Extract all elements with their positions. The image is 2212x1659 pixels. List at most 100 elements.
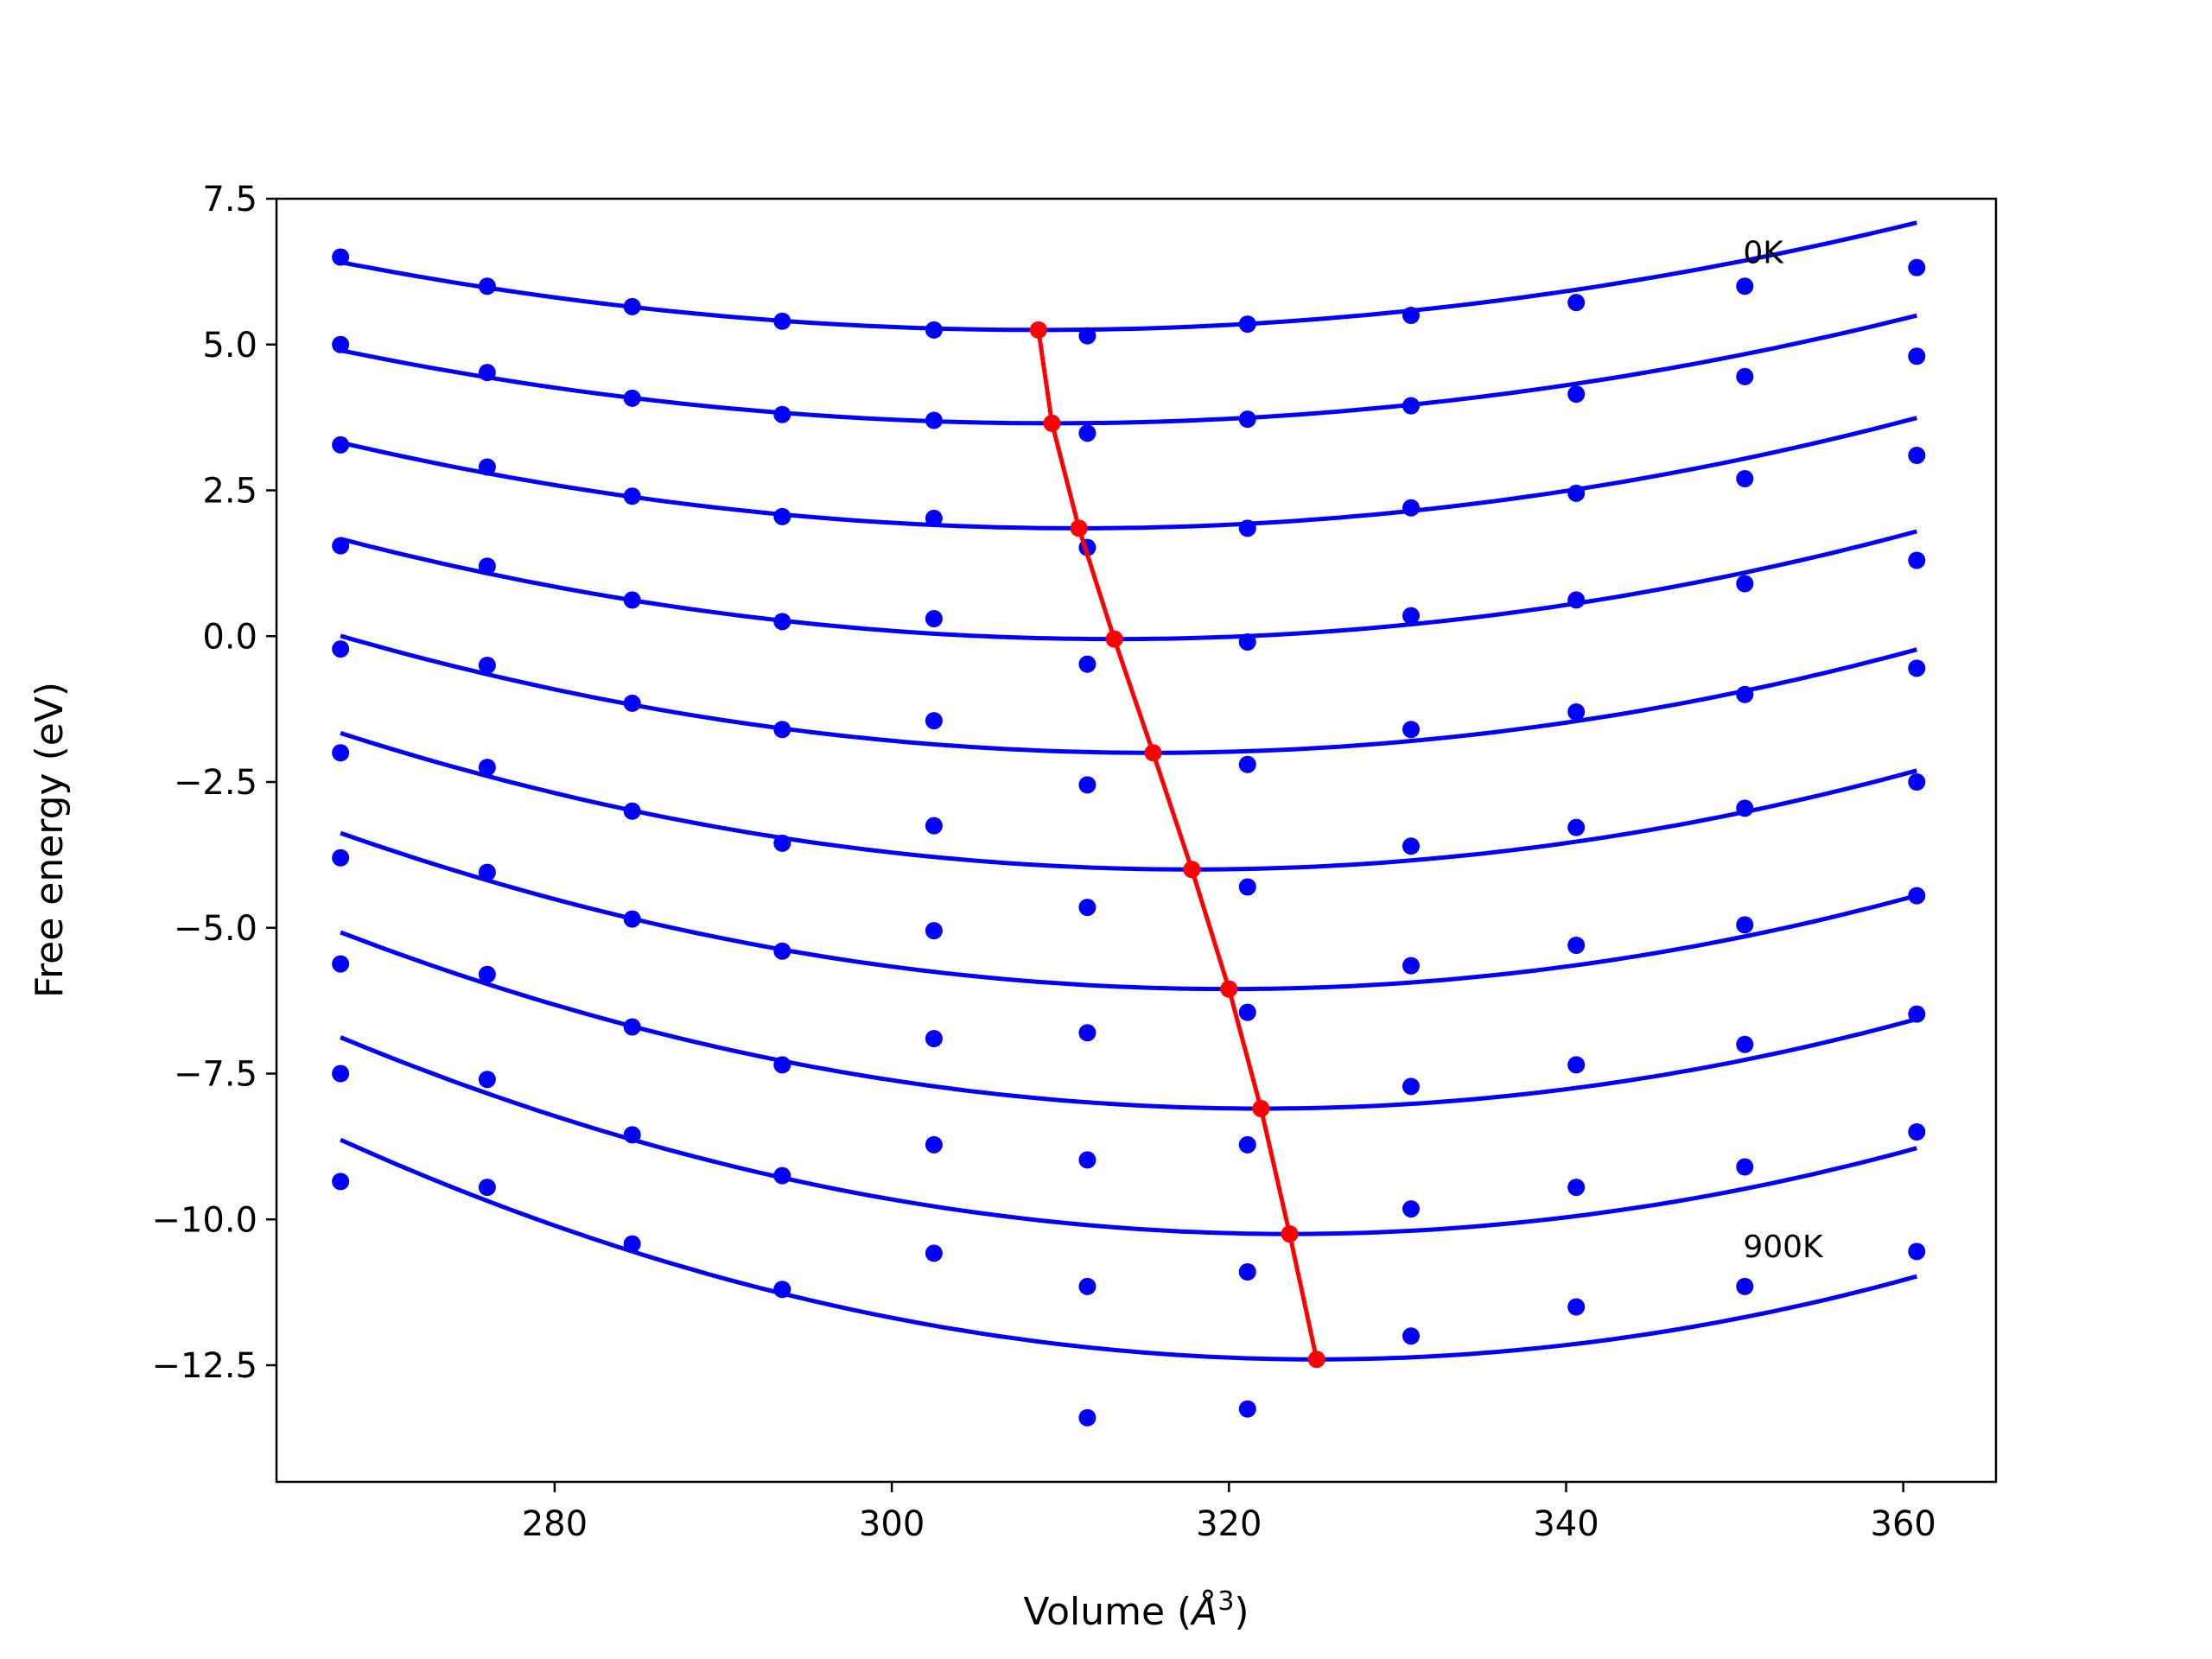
data-point [1567, 818, 1586, 836]
plot-area [276, 199, 1996, 1482]
data-point [925, 712, 943, 730]
data-point [1402, 1077, 1421, 1096]
data-point [478, 1071, 496, 1089]
data-point [925, 509, 943, 527]
data-point [1078, 1408, 1096, 1427]
fit-curve-8 [340, 1035, 1917, 1236]
data-point [773, 1166, 791, 1185]
data-point [773, 942, 791, 960]
data-point [925, 411, 943, 429]
data-point [1736, 916, 1754, 934]
y-tick-label: 2.5 [202, 472, 257, 512]
data-point [773, 613, 791, 631]
data-point [1567, 484, 1586, 502]
fit-curve-0 [340, 220, 1917, 333]
data-point [1238, 1400, 1256, 1418]
data-point [1567, 937, 1586, 954]
data-point [332, 1173, 350, 1191]
minimum-point [1029, 321, 1047, 339]
data-point [1908, 551, 1926, 569]
data-point [1402, 307, 1421, 324]
data-point [1402, 837, 1421, 855]
data-point [1567, 1298, 1586, 1316]
data-point [1736, 367, 1754, 385]
data-point [1736, 277, 1754, 296]
data-point [773, 405, 791, 423]
y-tick-label: −10.0 [151, 1200, 257, 1240]
data-point [1402, 957, 1421, 975]
data-point [478, 759, 496, 777]
data-point [332, 335, 350, 353]
data-point [1402, 499, 1421, 517]
data-point [1078, 655, 1096, 673]
data-point [1078, 899, 1096, 917]
x-tick-label: 280 [522, 1504, 588, 1544]
data-point [623, 910, 641, 928]
y-tick-label: −12.5 [151, 1346, 257, 1386]
fit-curve-1 [340, 313, 1917, 426]
data-point [1736, 799, 1754, 817]
data-point [1238, 878, 1256, 896]
data-point [623, 389, 641, 407]
data-point [1078, 776, 1096, 794]
temperature-annotation: 900K [1743, 1230, 1824, 1265]
data-point [623, 297, 641, 315]
data-point [1908, 1005, 1926, 1023]
data-point [332, 537, 350, 555]
data-point [1908, 887, 1926, 905]
data-point [332, 435, 350, 454]
minimum-point [1281, 1225, 1299, 1243]
data-point [1078, 1277, 1096, 1295]
data-point [1736, 1035, 1754, 1053]
data-point [925, 1030, 943, 1047]
data-point [1078, 424, 1096, 442]
data-point [623, 802, 641, 820]
x-tick-label: 340 [1533, 1504, 1599, 1544]
data-point [623, 1235, 641, 1253]
fit-curve-2 [340, 416, 1917, 531]
data-point [332, 248, 350, 266]
data-point [1078, 1151, 1096, 1169]
data-point [332, 955, 350, 973]
data-point [925, 817, 943, 835]
data-point [1238, 1003, 1256, 1021]
data-point [1908, 1123, 1926, 1141]
data-point [1736, 1277, 1754, 1295]
data-point [1402, 397, 1421, 415]
data-point [1736, 1158, 1754, 1176]
minimum-point [1070, 519, 1088, 537]
fit-curve-9 [340, 1137, 1917, 1362]
data-point [478, 657, 496, 674]
data-point [478, 965, 496, 983]
data-point [623, 1126, 641, 1144]
data-point [1238, 1263, 1256, 1281]
data-point [332, 1065, 350, 1083]
data-point [1908, 773, 1926, 791]
data-point [1908, 258, 1926, 276]
annotations: 0K 900K [1743, 235, 1824, 1265]
data-point [1402, 607, 1421, 625]
fit-curve-4 [340, 633, 1917, 755]
data-point [478, 364, 496, 382]
data-point [1238, 315, 1256, 334]
x-axis-label: Volume (Å3) [1023, 1586, 1249, 1635]
data-point [1736, 685, 1754, 703]
data-point [1567, 1056, 1586, 1074]
y-tick-label: −7.5 [174, 1055, 257, 1095]
data-point [1402, 721, 1421, 739]
data-point [925, 321, 943, 339]
data-point [1908, 659, 1926, 677]
data-point [332, 849, 350, 867]
data-point [925, 1244, 943, 1262]
data-point [623, 487, 641, 505]
data-point [1736, 470, 1754, 487]
fit-curve-7 [340, 930, 1917, 1111]
y-tick-label: −2.5 [174, 763, 257, 803]
data-point [773, 507, 791, 525]
x-tick-label: 320 [1196, 1504, 1262, 1544]
data-point [478, 277, 496, 296]
data-point [1736, 575, 1754, 593]
data-point [773, 1281, 791, 1299]
data-points [332, 248, 1926, 1427]
